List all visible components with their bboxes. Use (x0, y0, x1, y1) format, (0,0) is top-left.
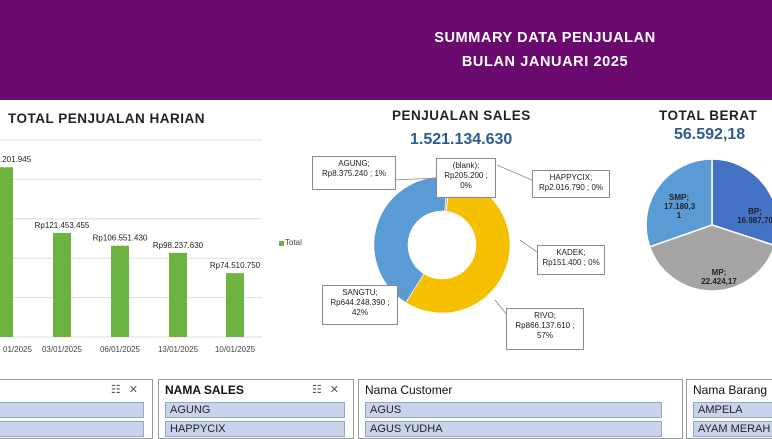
callout-rivo: RIVO; Rp866.137.610 ; 57% (506, 308, 584, 350)
harian-bar (0, 167, 13, 337)
harian-data-label: Rp74.510.750 (210, 261, 261, 270)
callout-kadek: KADEK; Rp151.400 ; 0% (537, 245, 605, 275)
berat-pie-slice (648, 224, 772, 292)
slicer-barang-item-ampela[interactable]: AMPELA (693, 402, 772, 418)
harian-data-label: Rp98.237.630 (153, 241, 204, 250)
header-banner (0, 0, 772, 100)
slicer-nama-barang[interactable]: Nama Barang AMPELA AYAM MERAH (686, 379, 772, 439)
harian-category-label: 10/01/2025 (215, 345, 256, 354)
slicer-nama-barang-header: Nama Barang (693, 383, 768, 397)
pie-label-mp: MP; 22.424,17 (701, 268, 737, 286)
harian-bar (169, 252, 187, 337)
harian-category-label: 01/2025 (3, 345, 32, 354)
sales-title: PENJUALAN SALES (392, 108, 531, 123)
harian-legend-swatch (279, 241, 284, 246)
pie-label-smp: SMP; 17.180,3 1 (664, 193, 696, 220)
slicer-date-item[interactable] (0, 421, 144, 437)
berat-pie-slice (645, 158, 713, 248)
callout-agung: AGUNG; Rp8.375.240 ; 1% (312, 156, 396, 190)
harian-legend-label: Total (285, 238, 302, 247)
slicer-date-item[interactable] (0, 402, 144, 418)
slicer-sales-item-agung[interactable]: AGUNG (165, 402, 345, 418)
slicer-barang-item-ayam-merah[interactable]: AYAM MERAH (693, 421, 772, 437)
harian-data-label: Rp121.453.455 (35, 221, 90, 230)
slicer-date-icons[interactable]: ☷✕ (110, 384, 146, 396)
slicer-date[interactable]: ☷✕ (0, 379, 153, 439)
berat-pie-slice (711, 158, 772, 246)
page-subtitle: BULAN JANUARI 2025 (461, 54, 629, 70)
harian-bar-chart: .201.945 01/2025 Rp121.453.455 03/01/2025 Rp… (0, 139, 262, 354)
callout-sangtu: SANGTU; Rp644.248.390 ; 42% (322, 285, 398, 325)
slicer-nama-sales[interactable]: NAMA SALES ☷✕ AGUNG HAPPYCIX (158, 379, 354, 439)
harian-data-label: Rp106.551.430 (93, 234, 148, 243)
harian-title: TOTAL PENJUALAN HARIAN (8, 111, 206, 126)
berat-title: TOTAL BERAT (659, 108, 758, 123)
pie-label-bp: BP; 16.987,70 (737, 207, 772, 225)
slicer-nama-customer[interactable]: Nama Customer AGUS AGUS YUDHA (358, 379, 683, 439)
harian-bar (53, 232, 71, 337)
callout-blank: (blank); Rp205.200 ; 0% (436, 158, 496, 198)
sales-donut-slice (405, 177, 511, 314)
slicer-sales-item-happycix[interactable]: HAPPYCIX (165, 421, 345, 437)
callout-happycix: HAPPYCIX; Rp2.016.790 ; 0% (532, 170, 610, 198)
slicer-nama-customer-header: Nama Customer (365, 383, 453, 397)
page-title: SUMMARY DATA PENJUALAN (434, 30, 656, 46)
sales-total: 1.521.134.630 (410, 131, 513, 148)
slicer-customer-item-agus-yudha[interactable]: AGUS YUDHA (365, 421, 662, 437)
slicer-nama-sales-header: NAMA SALES (165, 383, 244, 397)
harian-category-label: 13/01/2025 (158, 345, 199, 354)
berat-total: 56.592,18 (674, 126, 746, 143)
berat-pie-chart (645, 158, 772, 292)
sales-donut-slice (373, 176, 448, 303)
slicer-nama-sales-icons[interactable]: ☷✕ (311, 384, 347, 396)
harian-bar (111, 245, 129, 337)
harian-category-label: 03/01/2025 (42, 345, 83, 354)
slicer-customer-item-agus[interactable]: AGUS (365, 402, 662, 418)
harian-category-label: 06/01/2025 (100, 345, 141, 354)
harian-bar (226, 273, 244, 337)
harian-data-label: .201.945 (0, 155, 32, 164)
